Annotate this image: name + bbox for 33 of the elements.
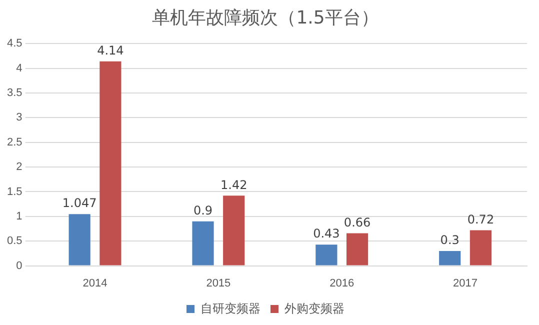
y-tick-label: 2.5 — [6, 136, 22, 148]
y-tick-label: 4 — [16, 62, 22, 74]
bar — [68, 214, 90, 266]
y-tick-label: 1.5 — [6, 186, 22, 198]
y-tick-label: 4.5 — [6, 38, 22, 50]
legend-label: 外购变频器 — [284, 301, 344, 316]
y-tick-label: 1 — [16, 210, 22, 222]
bar — [100, 61, 122, 266]
y-tick-label: 2 — [16, 161, 22, 174]
bar — [316, 244, 338, 266]
x-tick-label: 2014 — [82, 277, 108, 290]
bar — [470, 230, 492, 266]
y-tick-label: 3.5 — [6, 87, 22, 100]
bar — [223, 196, 245, 266]
x-tick-label: 2016 — [330, 277, 354, 290]
data-label: 0.72 — [467, 212, 494, 226]
legend-label: 自研变频器 — [200, 301, 260, 316]
data-label: 4.14 — [97, 44, 124, 58]
y-tick-label: 0.5 — [6, 235, 22, 248]
bar — [439, 250, 461, 266]
bar — [192, 221, 214, 266]
data-label: 1.42 — [220, 178, 248, 192]
y-tick-label: 3 — [16, 112, 22, 124]
bar — [346, 233, 368, 266]
data-label: 0.66 — [344, 215, 371, 230]
data-label: 0.3 — [440, 233, 460, 248]
data-label: 0.43 — [313, 226, 340, 241]
x-tick-label: 2017 — [453, 277, 478, 290]
y-tick-label: 0 — [16, 260, 22, 272]
data-label: 0.9 — [193, 203, 213, 218]
x-tick-label: 2015 — [206, 277, 231, 290]
chart-title: 单机年故障频次（1.5平台） — [152, 7, 379, 28]
data-label: 1.047 — [62, 196, 97, 210]
